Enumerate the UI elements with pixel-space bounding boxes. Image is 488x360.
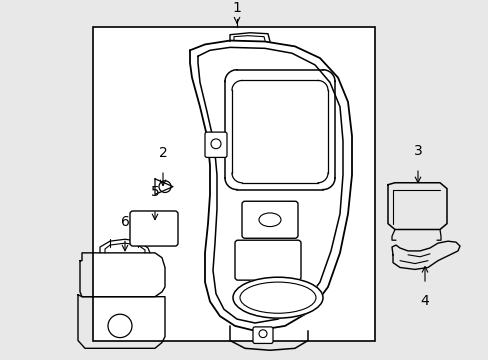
Text: 2: 2 [158, 147, 167, 160]
Ellipse shape [232, 277, 323, 318]
FancyBboxPatch shape [204, 132, 226, 157]
Text: 1: 1 [232, 1, 241, 15]
FancyBboxPatch shape [130, 211, 178, 246]
Ellipse shape [259, 213, 281, 226]
Text: 3: 3 [413, 144, 422, 158]
FancyBboxPatch shape [252, 327, 272, 343]
FancyBboxPatch shape [242, 201, 297, 238]
Text: 6: 6 [121, 215, 129, 229]
Bar [93, 27, 374, 341]
Text: 4: 4 [420, 294, 428, 308]
Text: 5: 5 [150, 185, 159, 199]
FancyBboxPatch shape [235, 240, 301, 280]
